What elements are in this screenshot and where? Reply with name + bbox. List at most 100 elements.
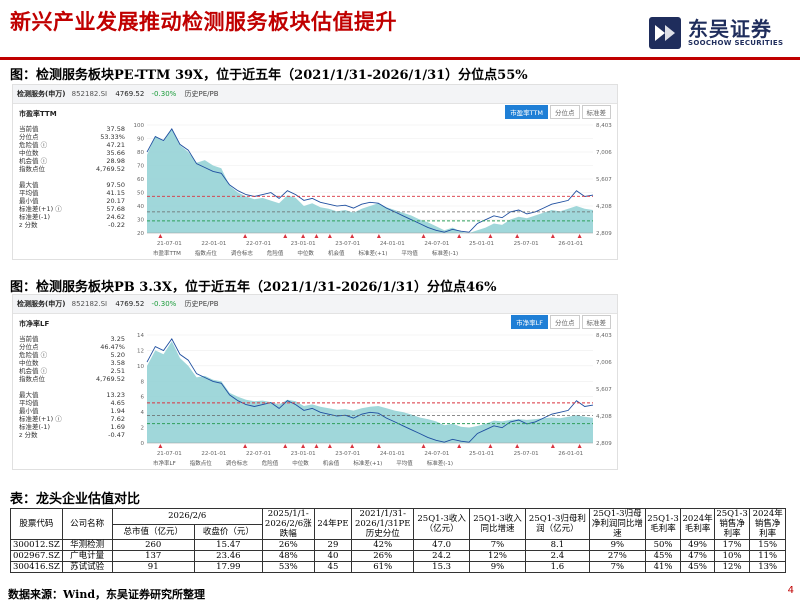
table-cell: 41%: [644, 561, 682, 573]
history-link[interactable]: 历史PE/PB: [184, 90, 219, 98]
legend-item[interactable]: 危险值: [266, 251, 284, 257]
legend-item[interactable]: 市净率LF: [153, 461, 176, 467]
legend-item[interactable]: 中位数: [292, 461, 309, 467]
pb-lf-button[interactable]: 市净率LF: [511, 315, 548, 329]
legend-item[interactable]: 危险值: [261, 461, 279, 467]
stat-row: 机会值 ⓘ 28.98: [19, 157, 131, 165]
stat-label: 最小值: [19, 197, 39, 205]
rebalance-marker: [421, 234, 426, 238]
y-right-tick-label: 7,006: [596, 150, 612, 156]
index-code: 852182.SI: [71, 300, 108, 308]
source-note: 数据来源：Wind，东吴证券研究所整理: [8, 588, 206, 601]
x-tick-label: 23-07-01: [335, 241, 360, 247]
header-chg: 2025/1/1-2026/2/6涨跌幅: [261, 508, 315, 540]
stat-row: 标准差(-1) 1.69: [19, 423, 131, 431]
index-name: 检测服务(申万): [17, 300, 66, 308]
stat-label: 标准差(-1): [19, 423, 51, 431]
header-rev: 25Q1-3收入（亿元）: [413, 508, 471, 540]
y-tick-label: 100: [134, 123, 145, 129]
stat-value: 7.62: [110, 415, 125, 423]
header-np-yoy: 25Q1-3归母净利润同比增速: [588, 508, 646, 540]
y-tick-label: 70: [137, 164, 144, 170]
y-tick-label: 40: [137, 204, 144, 210]
stat-label: 平均值: [19, 399, 39, 407]
stat-label: 当前值: [19, 335, 39, 343]
index-price: 4769.52: [115, 90, 145, 98]
company-logo: 东吴证券 SOOCHOW SECURITIES: [648, 16, 793, 52]
stat-label: 标准差(-1): [19, 213, 51, 221]
header-rev-yoy: 25Q1-3收入同比增速: [469, 508, 526, 540]
stat-value: -0.22: [108, 221, 125, 229]
header-date: 2026/2/6: [111, 508, 263, 525]
stat-value: 47.21: [106, 141, 125, 149]
y-tick-label: 6: [141, 395, 145, 401]
history-link[interactable]: 历史PE/PB: [184, 300, 219, 308]
legend-item[interactable]: 标准差(+1): [358, 251, 388, 257]
y-tick-label: 4: [141, 410, 145, 416]
figure1-panel: 检测服务(申万) 852182.SI 4769.52 -0.30% 历史PE/P…: [12, 84, 618, 260]
index-line: [146, 128, 594, 233]
table-cell: 23.46: [193, 550, 263, 562]
legend-item[interactable]: 机会值: [322, 461, 340, 467]
legend-item[interactable]: 机会值: [327, 251, 345, 257]
stat-value: 57.68: [106, 205, 125, 213]
percentile-button[interactable]: 分位点: [550, 105, 580, 119]
x-tick-label: 24-07-01: [424, 241, 449, 247]
stat-label: z 分数: [19, 431, 38, 439]
rebalance-marker: [314, 444, 319, 448]
legend-item[interactable]: 调仓标志: [230, 251, 253, 257]
percentile-button[interactable]: 分位点: [550, 315, 580, 329]
stddev-button[interactable]: 标准差: [581, 105, 611, 119]
legend-item[interactable]: 平均值: [396, 461, 413, 467]
view-buttons: 市盈率TTM 分位点 标准差: [503, 105, 611, 119]
table-cell: 27%: [588, 550, 646, 562]
legend-item[interactable]: 指数点位: [189, 461, 212, 467]
rebalance-marker: [488, 234, 493, 238]
table-caption: 表：龙头企业估值对比: [10, 492, 141, 507]
legend-item[interactable]: 标准差(-1): [426, 461, 454, 467]
legend-item[interactable]: 指数点位: [194, 251, 217, 257]
valuation-area: [147, 341, 593, 443]
stat-label: 最小值: [19, 407, 39, 415]
rebalance-marker: [327, 234, 332, 238]
stat-label: z 分数: [19, 221, 38, 229]
header-name: 公司名称: [61, 508, 113, 540]
rebalance-marker: [457, 444, 462, 448]
y-tick-label: 20: [137, 231, 144, 237]
stat-value: 20.17: [106, 197, 125, 205]
y-tick-label: 14: [137, 333, 144, 339]
stat-label: 中位数: [19, 359, 39, 367]
legend-item[interactable]: 调仓标志: [225, 461, 248, 467]
x-tick-label: 21-07-01: [157, 451, 182, 457]
legend-item[interactable]: 市盈率TTM: [153, 251, 181, 257]
legend-item[interactable]: 标准差(+1): [353, 461, 383, 467]
legend-item[interactable]: 标准差(-1): [431, 251, 459, 257]
stat-value: 1.94: [110, 407, 125, 415]
header-np: 25Q1-3归母利润（亿元）: [524, 508, 590, 540]
index-change: -0.30%: [151, 300, 177, 308]
x-tick-label: 22-07-01: [246, 241, 271, 247]
y-right-tick-label: 5,607: [596, 177, 612, 183]
stat-row: 分位点 53.33%: [19, 133, 131, 141]
pe-ttm-button[interactable]: 市盈率TTM: [505, 105, 548, 119]
table-cell: 2.4: [524, 550, 590, 562]
x-tick-label: 25-07-01: [514, 451, 539, 457]
table-cell: 15.47: [193, 539, 263, 551]
stddev-button[interactable]: 标准差: [581, 315, 611, 329]
rebalance-marker: [421, 444, 426, 448]
table-cell: 42%: [351, 539, 415, 551]
legend-item[interactable]: 平均值: [401, 251, 418, 257]
figure2-caption: 图：检测服务板块PB 3.3X，位于近五年（2021/1/31-2026/1/3…: [10, 280, 497, 295]
rebalance-marker: [314, 234, 319, 238]
y-tick-label: 0: [141, 441, 145, 447]
y-right-tick-label: 2,809: [596, 231, 612, 237]
table-cell: 7%: [588, 561, 646, 573]
stat-label: 分位点: [19, 133, 39, 141]
rebalance-marker: [350, 444, 355, 448]
table-cell: 11%: [749, 550, 786, 562]
legend-item[interactable]: 中位数: [297, 251, 314, 257]
rebalance-marker: [283, 444, 288, 448]
stat-value: 2.51: [110, 367, 125, 375]
x-tick-label: 25-01-01: [469, 241, 494, 247]
table-cell: 17.99: [193, 561, 263, 573]
